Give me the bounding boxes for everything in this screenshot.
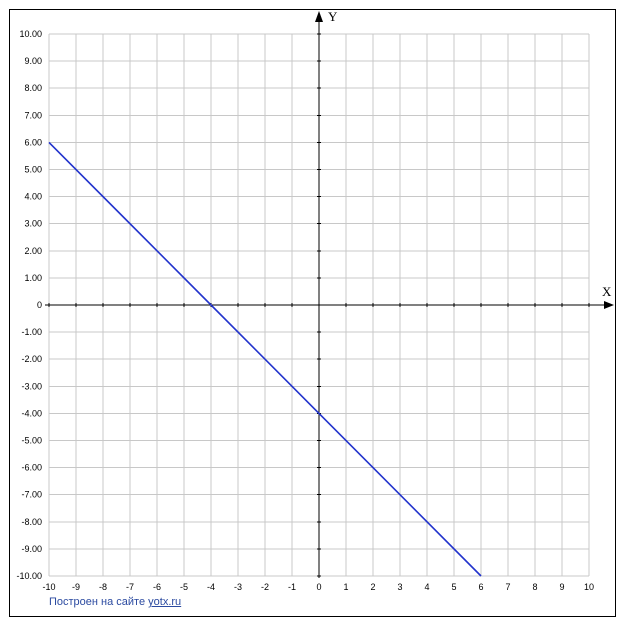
x-axis-title: X [602,284,612,299]
y-tick-label: 0 [37,300,42,310]
x-tick-label: -1 [288,582,296,592]
x-tick-label: -5 [180,582,188,592]
y-tick-label: 3.00 [24,219,42,229]
x-tick-label: -9 [72,582,80,592]
x-tick-label: 10 [584,582,594,592]
y-tick-label: -1.00 [21,327,42,337]
tick-labels: -10 -9 -8 -7 -6 -5 -4 -3 -2 -1 0 1 2 3 4 5 6 7 8 9 1010.009.… [16,29,594,592]
y-tick-label: 7.00 [24,110,42,120]
x-tick-label: 7 [505,582,510,592]
x-tick-label: -10 [42,582,55,592]
y-axis-arrow [315,11,323,22]
y-tick-label: -9.00 [21,544,42,554]
x-tick-label: -7 [126,582,134,592]
x-tick-label: -8 [99,582,107,592]
y-tick-label: -8.00 [21,517,42,527]
y-tick-label: 5.00 [24,165,42,175]
axes [45,11,614,578]
x-axis-arrow [604,301,614,309]
y-tick-label: -5.00 [21,436,42,446]
y-tick-label: 4.00 [24,192,42,202]
x-tick-label: 3 [397,582,402,592]
y-tick-label: 1.00 [24,273,42,283]
x-tick-label: 2 [370,582,375,592]
y-tick-label: 2.00 [24,246,42,256]
x-tick-label: 1 [343,582,348,592]
x-tick-label: 9 [559,582,564,592]
x-tick-label: 4 [424,582,429,592]
x-tick-label: 8 [532,582,537,592]
y-tick-label: -3.00 [21,381,42,391]
footer-text: Построен на сайте [49,596,149,608]
y-tick-label: -10.00 [16,571,42,581]
chart-frame [9,9,616,617]
y-tick-label: -6.00 [21,463,42,473]
x-tick-label: -3 [234,582,242,592]
y-tick-label: 8.00 [24,83,42,93]
y-tick-label: 6.00 [24,137,42,147]
y-tick-label: 9.00 [24,56,42,66]
x-tick-label: -4 [207,582,215,592]
series-line [48,141,482,577]
series-lines [48,141,482,577]
y-tick-label: -4.00 [21,408,42,418]
x-tick-label: -6 [153,582,161,592]
x-tick-label: 6 [478,582,483,592]
x-tick-label: 5 [451,582,456,592]
x-tick-label: 0 [316,582,321,592]
y-tick-label: -7.00 [21,490,42,500]
y-axis-title: Y [328,9,338,24]
y-tick-label: -2.00 [21,354,42,364]
y-tick-label: 10.00 [19,29,42,39]
footer-credit: Построен на сайте yotx.ru [49,596,181,608]
x-tick-label: -2 [261,582,269,592]
footer-link[interactable]: yotx.ru [148,596,182,608]
